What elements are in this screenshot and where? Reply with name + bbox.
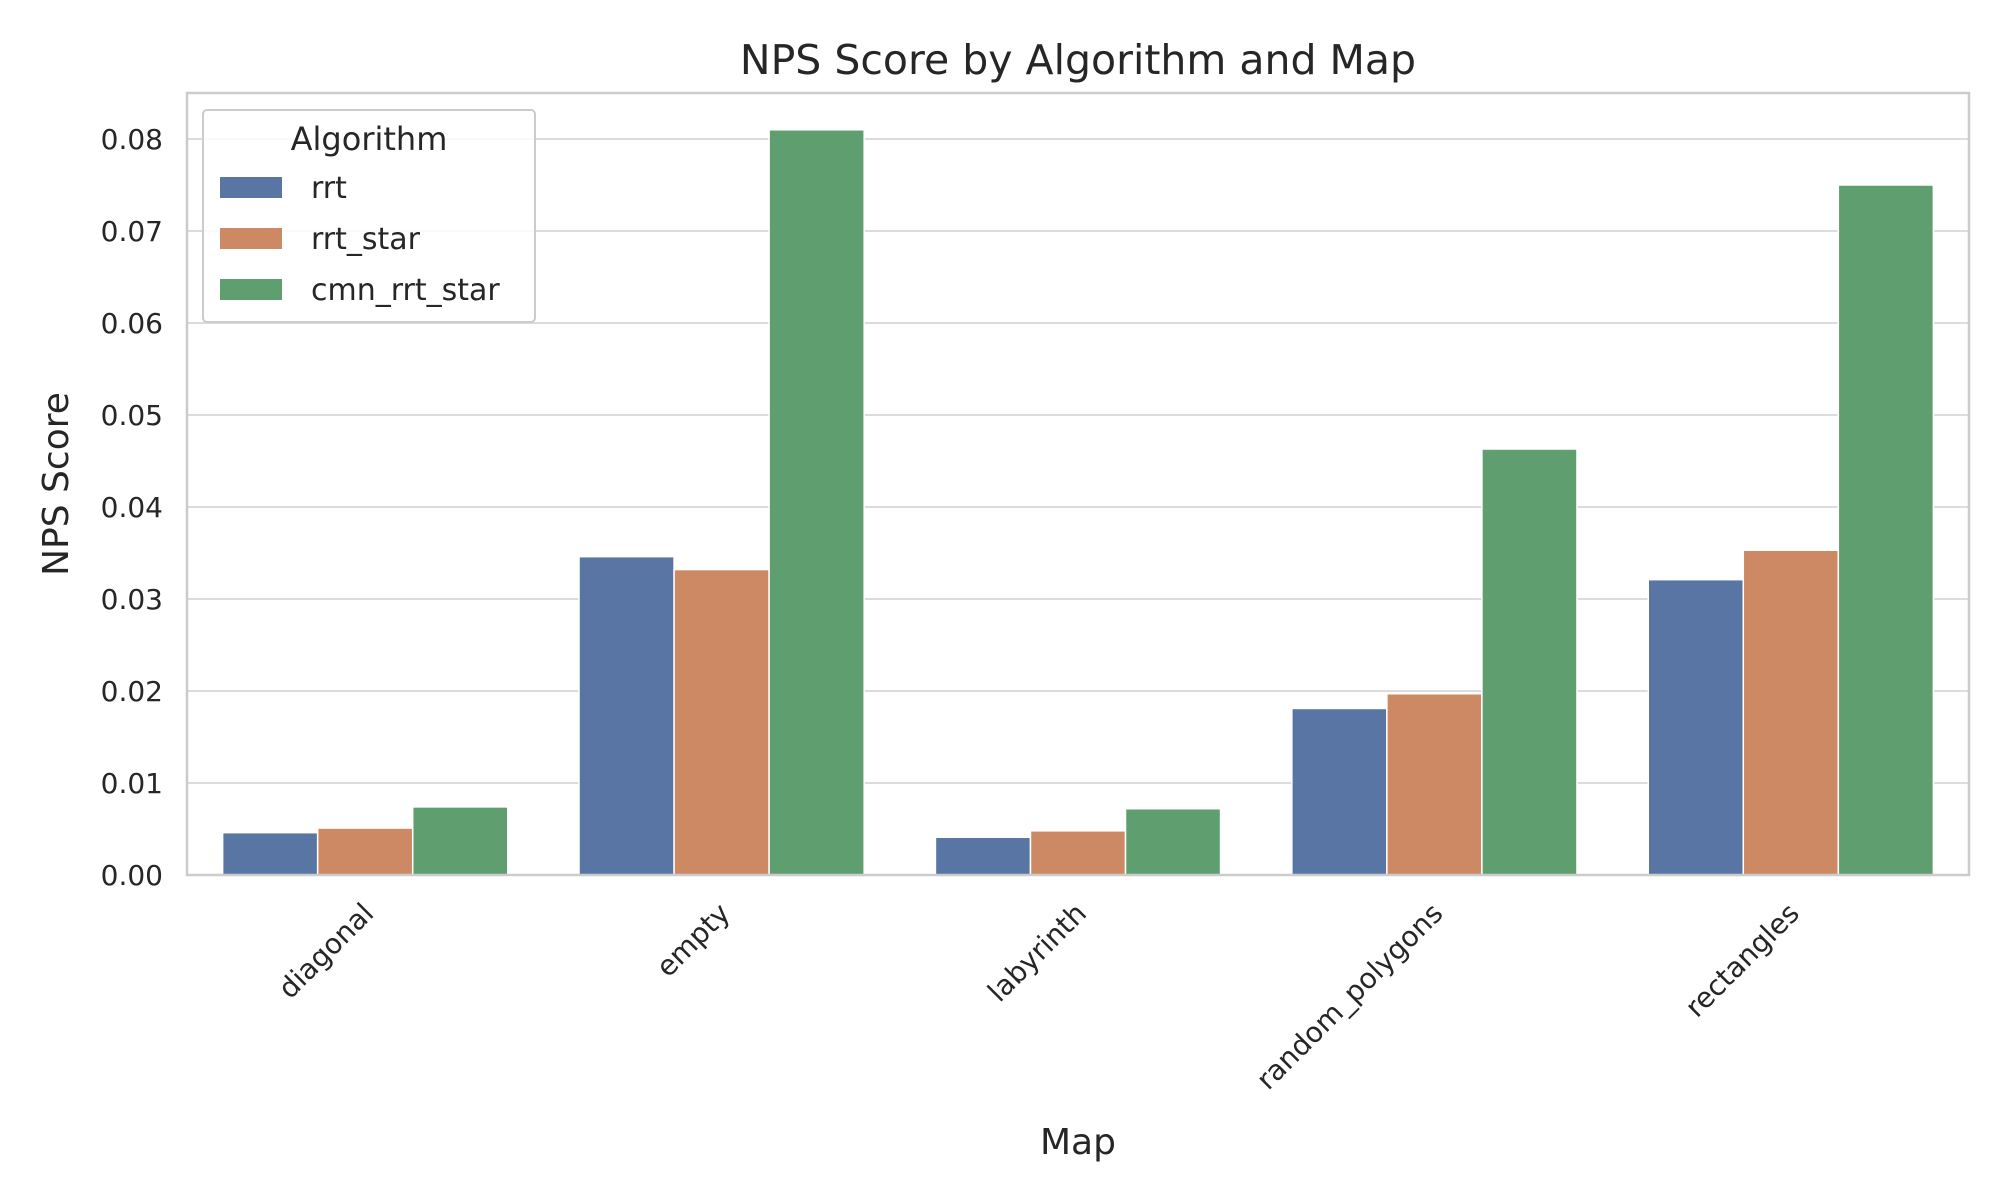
- y-tick-label: 0.01: [101, 767, 163, 800]
- bar-rrt_star-random_polygons: [1386, 693, 1483, 876]
- y-tick-label: 0.08: [101, 123, 163, 156]
- x-tick-label: labyrinth: [981, 897, 1093, 1009]
- legend-swatch-rrt_star: [220, 228, 282, 249]
- legend-swatch-rrt: [220, 177, 282, 198]
- bar-cmn_rrt_star-empty: [768, 129, 865, 876]
- y-tick-label: 0.00: [101, 859, 163, 892]
- legend-title: Algorithm: [291, 120, 448, 158]
- legend-label: rrt_star: [311, 222, 421, 257]
- bar-rrt_star-empty: [673, 568, 770, 876]
- x-tick-label: rectangles: [1679, 897, 1806, 1024]
- x-tick-labels: diagonal empty labyrinth random_polygons rec…: [272, 897, 1806, 1096]
- bars: [221, 129, 1935, 876]
- legend-box: [202, 109, 536, 323]
- y-tick-label: 0.07: [101, 215, 163, 248]
- bar-rrt-diagonal: [221, 831, 319, 876]
- legend-label: cmn_rrt_star: [311, 273, 500, 308]
- bar-cmn_rrt_star-rectangles: [1837, 184, 1935, 876]
- bar-rrt-empty: [578, 555, 675, 876]
- bar-rrt_star-diagonal: [316, 827, 414, 876]
- bar-cmn_rrt_star-labyrinth: [1124, 808, 1222, 876]
- legend: Algorithm rrt rrt_star cmn_rrt_star: [202, 109, 536, 323]
- y-tick-label: 0.06: [101, 307, 163, 340]
- bar-cmn_rrt_star-random_polygons: [1481, 448, 1578, 876]
- y-tick-label: 0.03: [101, 583, 163, 616]
- bar-cmn_rrt_star-diagonal: [411, 806, 509, 876]
- bar-rrt_star-labyrinth: [1029, 830, 1127, 876]
- x-tick-label: random_polygons: [1250, 897, 1449, 1096]
- bar-rrt_star-rectangles: [1742, 549, 1840, 876]
- chart-title: NPS Score by Algorithm and Map: [740, 36, 1416, 84]
- y-tick-labels: 0.00 0.01 0.02 0.03 0.04 0.05 0.06 0.07 0.08: [101, 123, 163, 892]
- plot-frame: [185, 91, 1971, 877]
- bar-rrt-random_polygons: [1291, 707, 1388, 876]
- y-tick-label: 0.04: [101, 491, 163, 524]
- legend-swatch-cmn_rrt_star: [220, 279, 282, 300]
- y-axis-label: NPS Score: [36, 392, 77, 576]
- x-tick-label: empty: [650, 897, 737, 984]
- bar-rrt-rectangles: [1647, 578, 1745, 876]
- y-tick-label: 0.05: [101, 399, 163, 432]
- x-tick-label: diagonal: [272, 897, 380, 1005]
- y-tick-label: 0.02: [101, 675, 163, 708]
- bar-rrt-labyrinth: [934, 836, 1032, 876]
- legend-label: rrt: [311, 171, 347, 206]
- x-axis-label: Map: [1040, 1122, 1116, 1163]
